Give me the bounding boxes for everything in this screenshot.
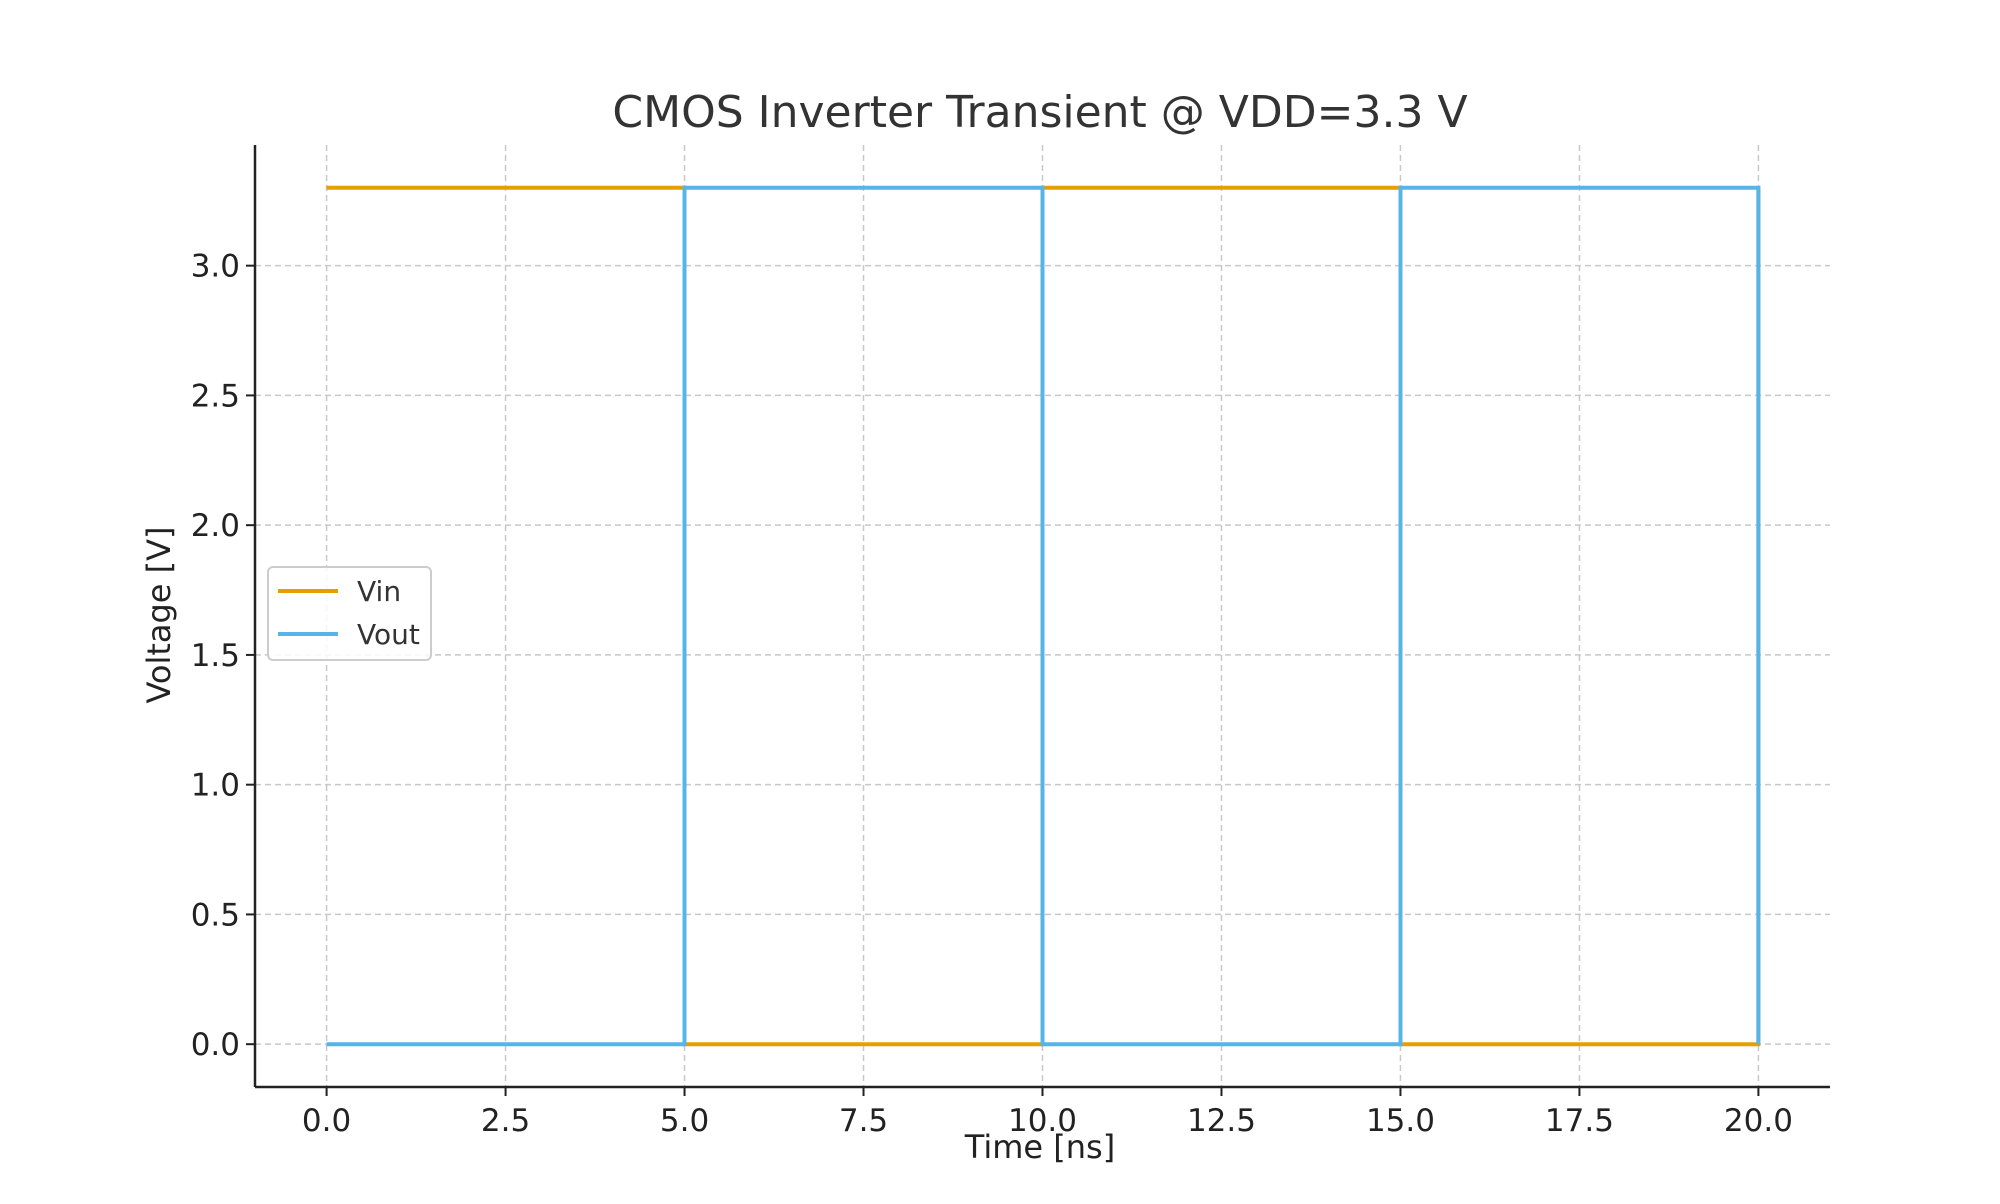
- tick-layer: 0.0 2.5 5.0 7.5 10.0 12.5 15.0 17.5 20.0 0.0 0.5 1.…: [191, 249, 1793, 1139]
- x-tick-label: 7.5: [839, 1103, 888, 1139]
- x-tick-label: 0.0: [302, 1103, 351, 1139]
- y-tick-label: 3.0: [191, 249, 240, 285]
- series-layer: [326, 185, 1761, 1047]
- x-tick-label: 17.5: [1545, 1103, 1614, 1139]
- y-tick-label: 0.5: [191, 897, 240, 933]
- y-tick-label: 2.0: [191, 508, 240, 544]
- x-axis-label: Time [ns]: [964, 1128, 1115, 1166]
- legend: Vin Vout: [267, 566, 432, 661]
- chart-title: CMOS Inverter Transient @ VDD=3.3 V: [612, 87, 1467, 138]
- legend-label-vin: Vin: [357, 575, 401, 608]
- x-tick-label: 20.0: [1724, 1103, 1793, 1139]
- y-tick-label: 0.0: [191, 1027, 240, 1063]
- x-tick-label: 5.0: [660, 1103, 709, 1139]
- legend-label-vout: Vout: [357, 618, 420, 651]
- y-axis-label: Voltage [V]: [140, 526, 178, 703]
- y-tick-label: 2.5: [191, 378, 240, 414]
- x-tick-label: 2.5: [481, 1103, 530, 1139]
- y-tick-label: 1.5: [191, 638, 240, 674]
- x-tick-label: 12.5: [1187, 1103, 1256, 1139]
- x-tick-label: 10.0: [1008, 1103, 1077, 1139]
- x-tick-label: 15.0: [1366, 1103, 1435, 1139]
- series-line-vout: [326, 185, 1761, 1047]
- y-tick-label: 1.0: [191, 768, 240, 804]
